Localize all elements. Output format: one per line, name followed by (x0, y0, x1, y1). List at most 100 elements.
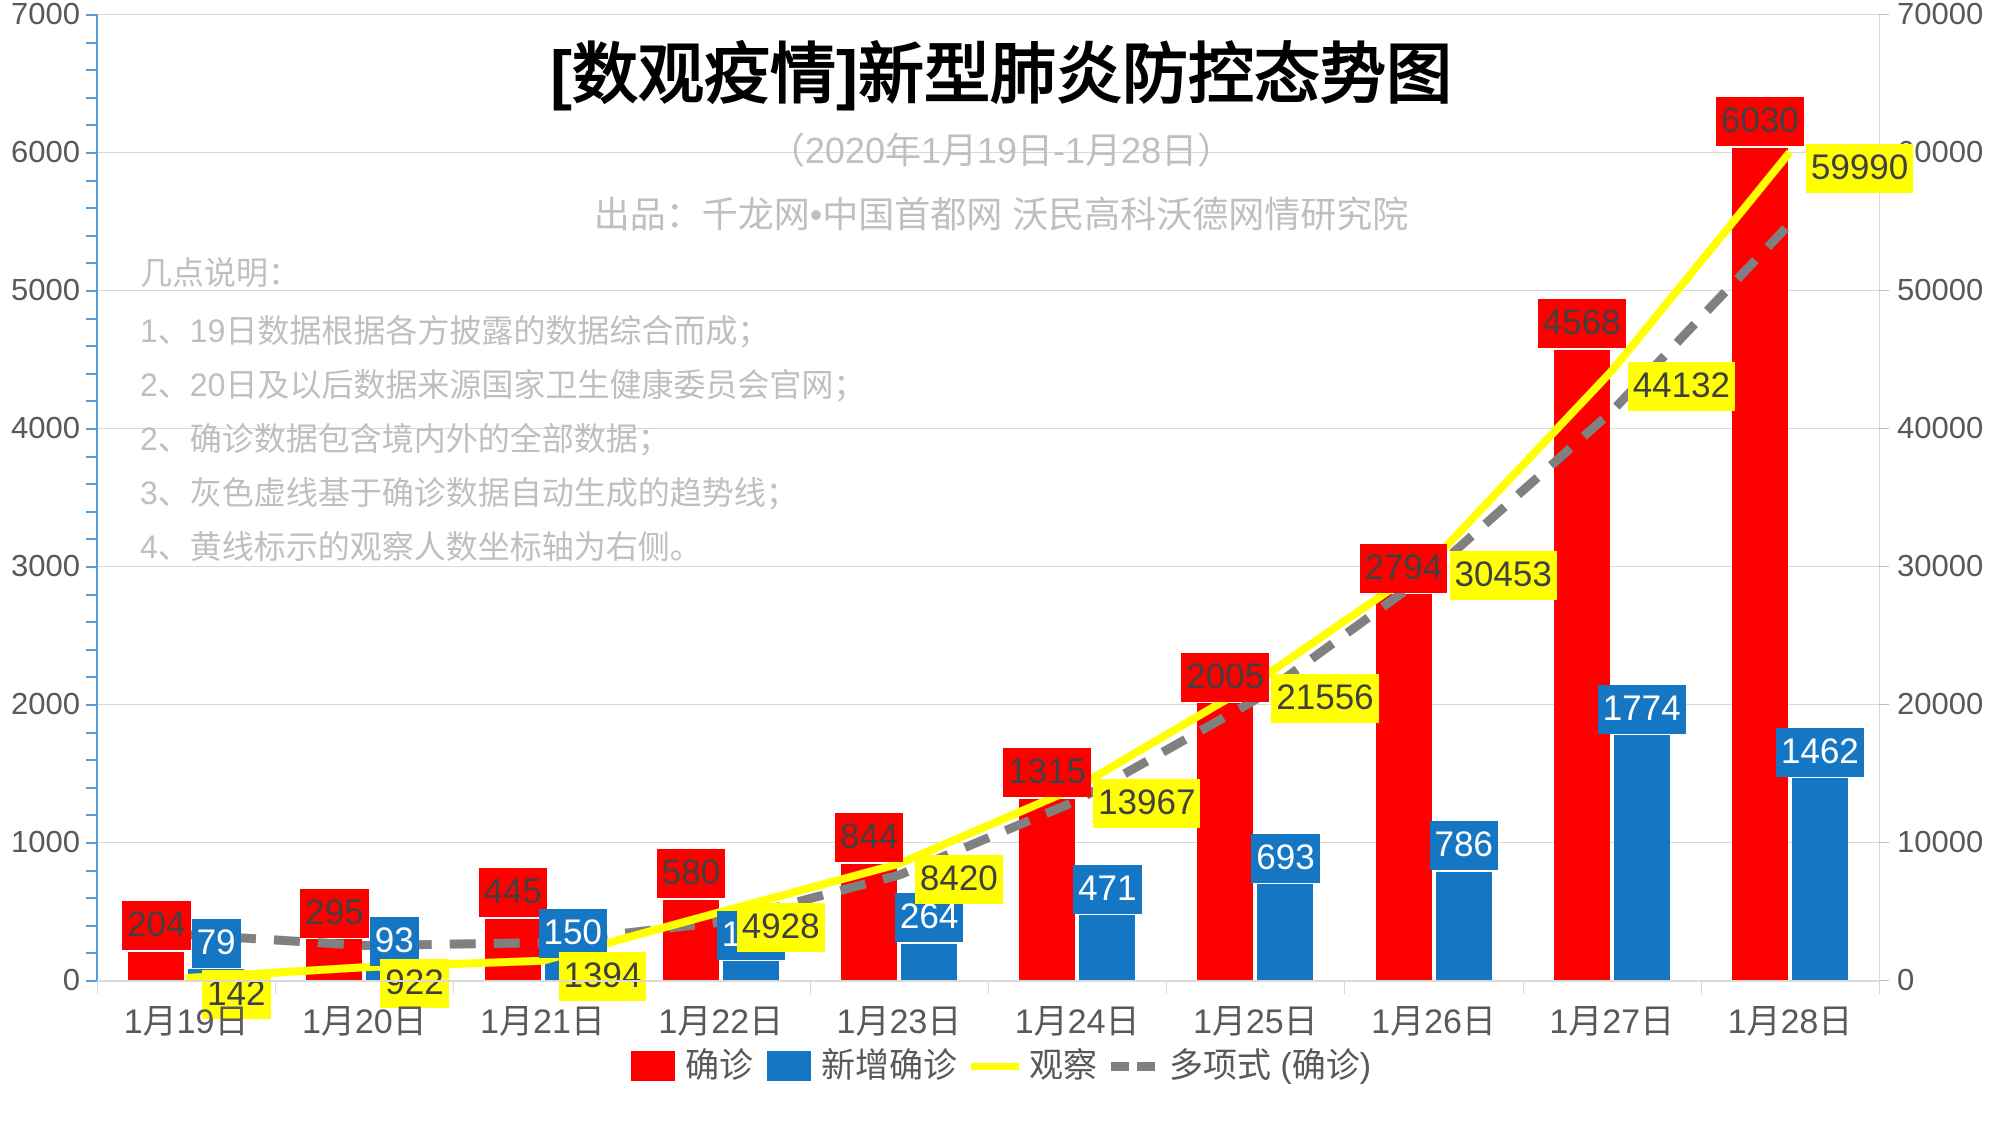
data-label-confirmed: 204 (122, 901, 191, 951)
bar-confirmed (662, 899, 719, 980)
data-label-observed: 59990 (1805, 143, 1914, 193)
bar-confirmed (306, 939, 363, 980)
legend-label: 观察 (1028, 1047, 1097, 1085)
bar-new-confirmed (900, 943, 957, 980)
left-axis-tick-label: 6000 (11, 134, 80, 169)
data-label-confirmed: 6030 (1715, 97, 1804, 147)
data-label-observed: 922 (380, 958, 449, 1008)
x-axis-tick (1166, 980, 1168, 994)
bar-confirmed (840, 863, 897, 980)
right-axis-tick-label: 40000 (1897, 410, 1984, 445)
data-label-observed: 1394 (558, 952, 647, 1002)
left-axis-tick-label: 7000 (11, 0, 80, 31)
left-axis-minor-tick (86, 96, 98, 99)
note-item: 2、20日及以后数据来源国家卫生健康委员会官网； (140, 367, 866, 403)
x-axis-tick (988, 980, 989, 994)
left-axis-minor-tick (86, 152, 98, 154)
x-axis-tick (1879, 980, 1880, 994)
chart-legend: 确诊 新增确诊 观察 多项式 (确诊) (0, 1046, 2002, 1086)
chart-subtitle: （2020年1月19日-1月28日） (768, 130, 1234, 171)
data-label-observed: 44132 (1627, 362, 1736, 412)
legend-item[interactable]: 多项式 (确诊) (1110, 1046, 1372, 1086)
legend-label: 确诊 (684, 1047, 753, 1085)
right-axis-tick-label: 30000 (1897, 548, 1984, 583)
left-axis-minor-tick (86, 566, 98, 568)
legend-swatch-yellow-line-icon (970, 1062, 1019, 1070)
x-axis-labels: 1月19日 1月20日 1月21日 1月22日 1月23日 1月24日 1月25日 1月26日… (97, 1000, 1879, 1044)
data-label-new-confirmed: 1774 (1597, 684, 1686, 734)
bar-confirmed (128, 951, 185, 980)
x-axis-tick-label: 1月19日 (123, 1003, 249, 1041)
notes-block: 几点说明： 1、19日数据根据各方披露的数据综合而成； 2、20日及以后数据来源… (140, 246, 1040, 574)
data-label-new-confirmed: 93 (369, 916, 419, 966)
x-axis-tick (809, 980, 811, 994)
data-label-observed: 30453 (1449, 551, 1557, 601)
bar-confirmed (1019, 798, 1076, 980)
left-axis-minor-tick (86, 814, 98, 817)
data-label-confirmed: 580 (656, 849, 726, 899)
x-axis-tick (631, 980, 633, 994)
left-axis-minor-tick (86, 317, 98, 320)
note-item: 2、确诊数据包含境内外的全部数据； (140, 421, 670, 457)
x-axis-tick (1700, 980, 1702, 994)
left-axis-minor-tick (86, 234, 98, 237)
x-axis-tick-label: 1月22日 (658, 1003, 784, 1041)
left-axis-minor-tick (86, 648, 98, 651)
left-axis-minor-tick (86, 290, 98, 292)
x-axis-tick-label: 1月25日 (1192, 1003, 1318, 1041)
data-label-confirmed: 2794 (1359, 543, 1448, 593)
bar-confirmed (1197, 703, 1254, 980)
left-axis-minor-tick (86, 897, 98, 900)
left-axis-minor-tick (86, 14, 98, 16)
page-title: [数观疫情]新型肺炎防控态势图 (550, 37, 1452, 111)
left-axis-minor-tick (86, 345, 98, 348)
notes-heading: 几点说明： (140, 255, 301, 291)
left-axis-tick-label: 0 (62, 962, 80, 997)
right-axis-tick-label: 70000 (1897, 0, 1984, 31)
left-axis-minor-tick (86, 483, 98, 486)
left-axis-minor-tick (86, 593, 98, 596)
left-axis-tick-label: 3000 (11, 548, 80, 583)
data-label-confirmed: 2005 (1181, 652, 1270, 702)
bar-confirmed (1375, 594, 1432, 980)
legend-swatch-gray-dashed-line-icon (1110, 1061, 1159, 1071)
x-axis-tick-label: 1月21日 (480, 1003, 605, 1041)
legend-label: 新增确诊 (820, 1047, 957, 1085)
x-axis-tick-label: 1月24日 (1014, 1003, 1140, 1041)
left-axis-minor-tick (86, 262, 98, 265)
x-axis-tick-label: 1月26日 (1371, 1003, 1496, 1041)
bar-new-confirmed (1791, 778, 1848, 980)
x-axis-tick (1522, 980, 1524, 994)
x-axis-tick (453, 980, 455, 994)
left-axis-minor-tick (86, 428, 98, 430)
right-axis-tick-label: 50000 (1897, 272, 1984, 307)
bar-new-confirmed (1435, 871, 1492, 980)
data-label-confirmed: 4568 (1537, 299, 1626, 349)
left-axis-minor-tick (86, 952, 98, 955)
left-axis-minor-tick (86, 124, 98, 127)
gridline (97, 14, 1879, 15)
note-item: 3、灰色虚线基于确诊数据自动生成的趋势线； (140, 475, 798, 511)
legend-label: 多项式 (确诊) (1168, 1047, 1372, 1085)
right-axis-tick (1879, 566, 1889, 567)
left-axis-tick-label: 5000 (11, 272, 80, 307)
legend-item[interactable]: 新增确诊 (766, 1046, 957, 1086)
data-label-confirmed: 445 (478, 868, 547, 918)
left-axis-minor-tick (86, 510, 98, 513)
left-axis-minor-tick (86, 455, 98, 458)
left-axis-minor-tick (86, 621, 98, 624)
right-axis-tick (1879, 290, 1889, 291)
bar-confirmed (1731, 147, 1788, 980)
legend-item[interactable]: 观察 (970, 1046, 1097, 1086)
left-axis-minor-tick (86, 731, 98, 734)
left-axis-minor-tick (86, 207, 98, 210)
right-axis-tick-label: 10000 (1897, 824, 1984, 859)
data-label-new-confirmed: 693 (1251, 833, 1320, 883)
legend-item[interactable]: 确诊 (630, 1046, 753, 1086)
data-label-observed: 13967 (1093, 778, 1201, 828)
bar-confirmed (1553, 349, 1610, 980)
right-axis-tick-label: 20000 (1897, 686, 1984, 721)
bar-new-confirmed (1613, 735, 1670, 980)
left-axis-minor-tick (86, 538, 98, 541)
